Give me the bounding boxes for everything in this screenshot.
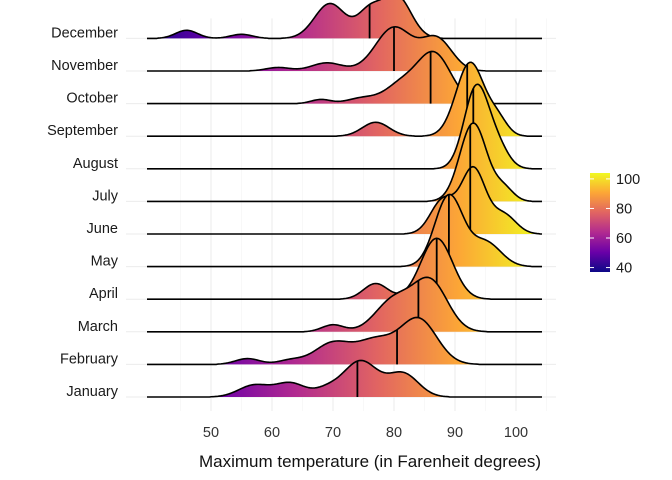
month-label-january: January [66,384,118,400]
ridge-outline [147,316,542,366]
x-tick-label: 80 [386,425,402,441]
month-label-march: March [78,319,118,335]
ridge-march [147,276,542,333]
ridge-fill [147,51,542,104]
month-label-july: July [92,188,119,204]
ridge-outline [147,122,542,203]
x-tick-label: 60 [264,425,280,441]
legend-tick-label: 60 [616,231,632,247]
x-axis-title: Maximum temperature (in Farenheit degree… [199,452,541,471]
ridge-outline [147,83,542,170]
ridge-fill [147,277,542,332]
ridge-outline [147,359,542,398]
x-tick-label: 100 [504,425,528,441]
ridge-december [147,0,542,40]
month-label-september: September [47,123,118,139]
ridge-fill [147,317,542,365]
month-label-april: April [89,286,118,302]
month-label-june: June [87,221,118,237]
ridge-february [147,316,542,366]
month-labels: December November October September August Ju… [47,25,119,400]
ridge-fill [147,123,542,202]
ridge-outline [147,193,542,268]
ridge-fill [147,238,542,300]
x-tick-label: 90 [447,425,463,441]
ridge-fill [147,360,542,397]
ridge-fill [147,62,542,137]
legend-colorbar [590,173,610,272]
x-tick-label: 50 [203,425,219,441]
month-label-february: February [60,351,119,367]
ridge-fill [147,0,542,39]
legend-tick-label: 40 [616,261,632,277]
ridge-january [147,359,542,398]
ridge-outline [147,276,542,333]
ridge-outline [147,61,542,137]
month-label-october: October [66,91,118,107]
ridge-outline [147,237,542,300]
month-label-may: May [91,254,119,270]
month-label-november: November [51,58,118,74]
x-tick-label: 70 [325,425,341,441]
month-label-august: August [73,156,118,172]
ridge-layers [147,0,542,398]
legend-tick-label: 80 [616,201,632,217]
legend-tick-label: 100 [616,172,640,188]
month-label-december: December [51,25,118,41]
color-legend: 40 60 80 100 [590,172,640,277]
x-axis: 50 60 70 80 90 100 [203,425,528,441]
ridge-outline [147,165,542,235]
ridge-outline [147,0,542,40]
